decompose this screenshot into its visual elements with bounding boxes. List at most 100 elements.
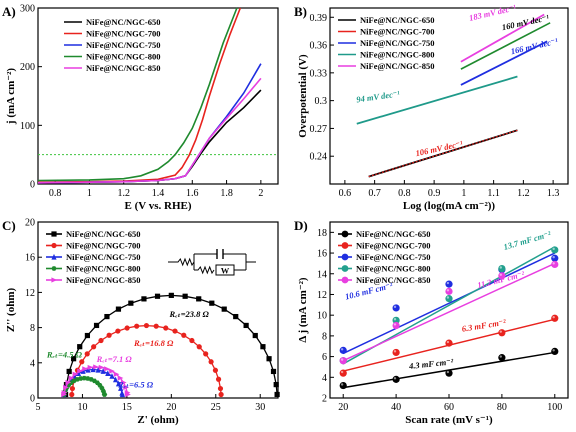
data-point xyxy=(339,381,347,390)
x-axis-title: Log (log(mA cm⁻²)) xyxy=(403,200,496,212)
nyquist-point xyxy=(208,359,214,365)
x-tick-label: 1 xyxy=(87,188,92,199)
legend-label: NiFe@NC/NGC-650 xyxy=(356,229,430,239)
data-point xyxy=(551,314,559,322)
slope-annotation: 94 mV dec⁻¹ xyxy=(356,88,401,104)
nyquist-point xyxy=(134,323,140,329)
legend-marker xyxy=(51,231,57,237)
nyquist-point xyxy=(106,332,112,338)
nyquist-point xyxy=(115,328,121,334)
y-tick-label: 0.36 xyxy=(310,41,328,52)
legend-label: NiFe@NC/NGC-800 xyxy=(360,50,434,60)
data-point xyxy=(392,348,400,357)
nyquist-point xyxy=(181,332,187,338)
legend-label: NiFe@NC/NGC-650 xyxy=(86,17,160,27)
warburg-label: W xyxy=(221,266,230,276)
y-tick-label: 100 xyxy=(20,121,35,132)
data-point xyxy=(498,264,506,273)
nyquist-point xyxy=(274,391,280,398)
nyquist-point xyxy=(123,384,129,390)
legend-label: NiFe@NC/NGC-650 xyxy=(66,229,140,239)
y-tick-label: 0.3 xyxy=(315,96,328,107)
nyquist-point xyxy=(87,364,94,371)
nyquist-point xyxy=(100,368,106,374)
legend-label: NiFe@NC/NGC-750 xyxy=(360,38,434,48)
nyquist-point xyxy=(105,370,111,376)
y-tick-label: 8 xyxy=(30,323,35,334)
x-tick-label: 100 xyxy=(547,402,562,413)
nyquist-point xyxy=(66,368,72,375)
data-point-highlight xyxy=(552,247,555,251)
legend-marker xyxy=(51,266,57,271)
data-point-highlight xyxy=(552,315,555,319)
nyquist-point xyxy=(252,332,258,339)
nyquist-point xyxy=(118,385,124,391)
nyquist-point xyxy=(109,373,115,379)
legend-label: NiFe@NC/NGC-800 xyxy=(86,52,160,62)
nyquist-point xyxy=(112,376,119,383)
x-tick-label: 20 xyxy=(338,402,348,413)
slope-annotation: 166 mV dec⁻¹ xyxy=(510,36,559,57)
nyquist-point xyxy=(61,390,68,396)
nyquist-point xyxy=(81,375,87,381)
y-tick-label: 10 xyxy=(317,311,327,322)
nyquist-point xyxy=(119,391,126,398)
nyquist-point xyxy=(90,366,96,373)
slope-annotation: 160 mV dec⁻¹ xyxy=(501,12,550,32)
data-point-highlight xyxy=(340,348,344,351)
nyquist-point xyxy=(182,293,188,299)
x-tick-label: 1.3 xyxy=(547,188,560,199)
nyquist-point xyxy=(243,322,249,329)
fit-line xyxy=(342,262,556,362)
y-tick-label: 4 xyxy=(30,358,35,369)
nyquist-point xyxy=(98,364,105,371)
data-point-highlight xyxy=(446,340,450,344)
data-point-highlight xyxy=(393,318,397,321)
nyquist-point xyxy=(115,306,122,312)
nyquist-point xyxy=(163,325,169,331)
legend-label: NiFe@NC/NGC-700 xyxy=(86,29,160,39)
nyquist-point xyxy=(79,359,85,365)
x-tick-label: 1.6 xyxy=(186,188,199,199)
data-point-highlight xyxy=(446,281,450,285)
rct-annotation: Rₑₜ=7.1 Ω xyxy=(96,354,133,364)
x-tick-label: 20 xyxy=(166,402,176,413)
nyquist-point xyxy=(84,351,90,357)
data-point-highlight xyxy=(499,330,502,333)
y-axis-title: Z'' (ohm) xyxy=(5,288,17,333)
nyquist-point xyxy=(95,366,101,373)
data-point xyxy=(445,295,453,303)
tafel-line xyxy=(460,40,548,86)
tafel-line xyxy=(356,75,518,125)
data-point xyxy=(339,369,347,377)
y-tick-label: 12 xyxy=(25,288,35,299)
data-point xyxy=(392,321,400,330)
x-tick-label: 0.6 xyxy=(339,188,352,199)
x-tick-label: 40 xyxy=(391,402,401,413)
nyquist-point xyxy=(68,375,75,381)
nyquist-point xyxy=(233,313,239,320)
x-tick-label: 1.2 xyxy=(517,188,530,199)
x-tick-label: 60 xyxy=(444,402,454,413)
x-tick-label: 10 xyxy=(77,402,87,413)
nyquist-point xyxy=(98,337,104,344)
data-point-highlight xyxy=(393,323,397,326)
legend-marker xyxy=(341,276,349,284)
equivalent-circuit: W xyxy=(168,249,256,276)
nyquist-point xyxy=(104,313,110,320)
y-tick-label: 8 xyxy=(322,331,327,342)
nyquist-point xyxy=(215,376,222,382)
legend-label: NiFe@NC/NGC-700 xyxy=(356,241,430,251)
data-point xyxy=(392,304,400,312)
x-tick-label: 5 xyxy=(36,402,41,413)
y-tick-label: 6 xyxy=(322,352,327,363)
nyquist-point xyxy=(72,371,79,377)
nyquist-point xyxy=(212,367,219,373)
y-tick-label: 0.24 xyxy=(310,152,328,163)
y-tick-label: 200 xyxy=(20,62,35,73)
fit-line xyxy=(342,252,556,355)
nyquist-point xyxy=(154,293,161,299)
legend-label: NiFe@NC/NGC-800 xyxy=(66,264,140,274)
data-point xyxy=(392,375,400,383)
